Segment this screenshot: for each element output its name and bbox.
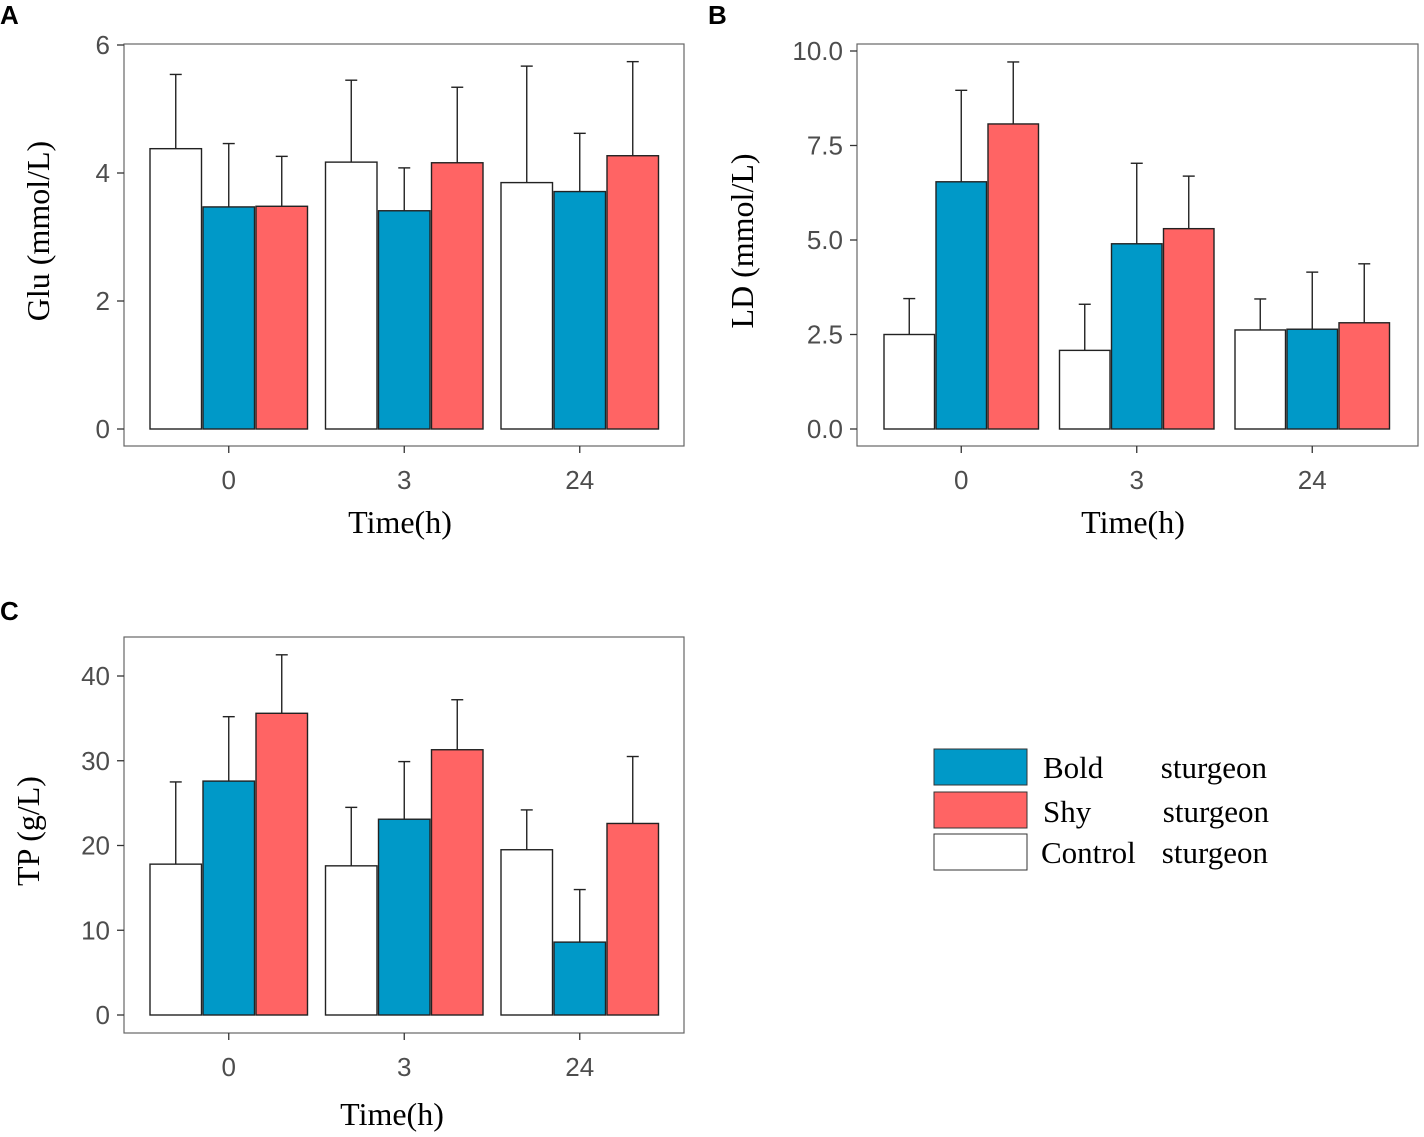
bar xyxy=(935,181,988,430)
bar xyxy=(1110,243,1163,430)
plot-area-b: 0.0 2.5 5.0 7.5 10.0 0 3 24 xyxy=(792,36,1419,495)
y-axis-title-a: Glu (mmol/L) xyxy=(20,141,56,321)
x-tick-label: 24 xyxy=(565,465,594,495)
legend-swatch-shy xyxy=(933,791,1028,829)
x-axis-title-a: Time(h) xyxy=(348,504,452,540)
bar xyxy=(553,190,607,430)
bar xyxy=(987,123,1040,430)
bar xyxy=(883,333,936,430)
x-tick-label: 0 xyxy=(222,465,236,495)
legend-label-shy-suffix: sturgeon xyxy=(1163,794,1270,829)
bar xyxy=(255,712,309,1016)
bar xyxy=(430,749,484,1016)
bar xyxy=(606,822,660,1016)
y-tick-label: 40 xyxy=(81,661,110,691)
x-axis-title-c: Time(h) xyxy=(340,1096,444,1132)
bar xyxy=(430,162,484,430)
legend-swatch-bold xyxy=(933,748,1028,786)
bar xyxy=(1338,322,1391,430)
legend-label-bold: Bold xyxy=(1043,750,1104,785)
legend-label-control-suffix: sturgeon xyxy=(1162,835,1269,870)
bar xyxy=(149,863,203,1016)
x-tick-label: 0 xyxy=(222,1052,236,1082)
y-tick-label: 30 xyxy=(81,746,110,776)
y-tick-label: 0 xyxy=(96,1000,110,1030)
bar xyxy=(377,818,431,1016)
x-tick-label: 3 xyxy=(397,465,411,495)
bar xyxy=(553,941,607,1016)
plot-area-c: 0 10 20 30 40 0 3 24 xyxy=(81,636,685,1082)
x-tick-label: 24 xyxy=(1298,465,1327,495)
x-tick-label: 24 xyxy=(565,1052,594,1082)
x-axis-title-b: Time(h) xyxy=(1081,504,1185,540)
y-tick-label: 4 xyxy=(96,158,110,188)
y-tick-label: 0.0 xyxy=(807,414,843,444)
plot-frame-b xyxy=(856,43,1419,447)
bar xyxy=(1162,227,1215,430)
y-axis-title-b: LD (mmol/L) xyxy=(724,153,760,328)
bar xyxy=(606,155,660,430)
bar xyxy=(255,205,309,430)
legend-label-bold-suffix: sturgeon xyxy=(1161,750,1268,785)
bar xyxy=(500,181,554,430)
y-tick-label: 2 xyxy=(96,286,110,316)
panel-c: C TP (g/L) Time(h) 0 10 20 30 40 0 3 24 xyxy=(0,596,685,1132)
panel-label-a: A xyxy=(0,0,19,30)
bar xyxy=(500,849,554,1016)
y-tick-label: 2.5 xyxy=(807,320,843,350)
panel-label-c: C xyxy=(0,596,19,626)
bar xyxy=(149,147,203,430)
bar xyxy=(377,210,431,430)
x-tick-label: 0 xyxy=(954,465,968,495)
y-tick-label: 5.0 xyxy=(807,225,843,255)
y-tick-label: 10.0 xyxy=(792,36,843,66)
bar xyxy=(1234,329,1287,430)
y-axis-title-c: TP (g/L) xyxy=(10,776,46,886)
bar xyxy=(324,865,378,1016)
legend-swatch-control xyxy=(933,833,1028,871)
bar xyxy=(1286,328,1339,430)
bar xyxy=(202,206,256,430)
bar xyxy=(202,780,256,1016)
bar xyxy=(324,161,378,430)
y-tick-label: 0 xyxy=(96,414,110,444)
legend-label-shy: Shy xyxy=(1043,794,1092,829)
y-tick-label: 10 xyxy=(81,915,110,945)
panel-b: B LD (mmol/L) Time(h) 0.0 2.5 5.0 7.5 10.0 0 3… xyxy=(708,0,1419,540)
legend-label-control: Control xyxy=(1041,835,1136,870)
panel-label-b: B xyxy=(708,0,727,30)
bar xyxy=(1058,349,1111,430)
legend: Bold sturgeon Shy sturgeon Control sturg… xyxy=(933,748,1270,871)
y-tick-label: 7.5 xyxy=(807,131,843,161)
y-tick-label: 20 xyxy=(81,831,110,861)
y-tick-label: 6 xyxy=(96,30,110,60)
x-tick-label: 3 xyxy=(1130,465,1144,495)
x-tick-label: 3 xyxy=(397,1052,411,1082)
